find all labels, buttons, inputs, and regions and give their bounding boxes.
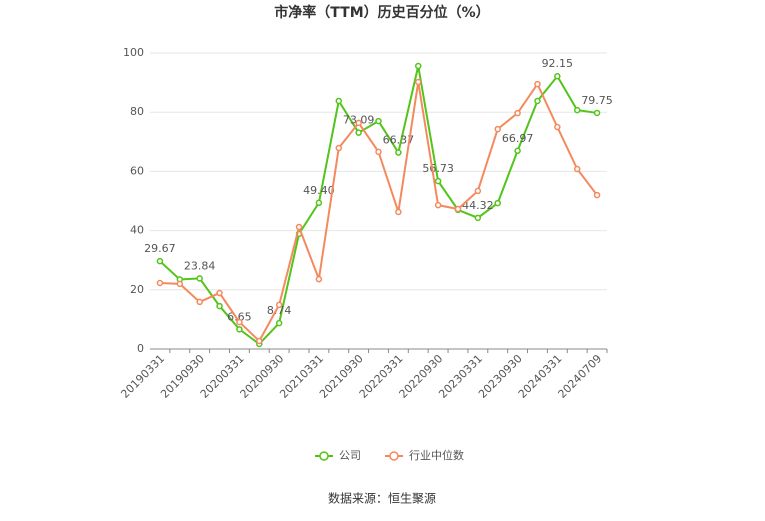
point [514, 147, 521, 155]
y-tick-label: 60 [130, 164, 144, 177]
y-tick-label: 80 [130, 105, 144, 118]
data-label: 29.67 [144, 242, 176, 255]
y-tick-label: 100 [123, 46, 144, 59]
legend-item: 行业中位数 [385, 448, 464, 462]
point [295, 223, 303, 231]
point [216, 289, 223, 297]
point [156, 257, 164, 265]
point [315, 275, 323, 283]
point [534, 97, 541, 105]
point [236, 318, 243, 326]
legend-label: 行业中位数 [409, 448, 464, 462]
x-tick-label: 20240709 [556, 352, 605, 401]
point [474, 214, 482, 222]
point [534, 80, 541, 88]
point [315, 199, 323, 207]
point [573, 165, 581, 173]
point [275, 301, 283, 309]
legend-label: 公司 [339, 449, 361, 462]
point [256, 337, 263, 345]
point [196, 275, 203, 282]
y-tick-label: 0 [137, 342, 144, 355]
legend-marker [389, 451, 399, 461]
data-label: 8.74 [267, 304, 292, 317]
point [593, 109, 601, 117]
point [176, 280, 184, 288]
point [375, 148, 382, 156]
y-tick-label: 40 [130, 224, 144, 237]
legend-marker [319, 451, 329, 461]
data-label: 49.40 [303, 184, 335, 197]
point [494, 199, 501, 207]
data-label: 66.97 [502, 132, 534, 145]
source-note: 数据来源：恒生聚源 [328, 491, 436, 506]
point [335, 97, 343, 105]
chart-title: 市净率（TTM）历史百分位（%） [274, 4, 489, 21]
point [434, 177, 442, 185]
data-label: 23.84 [184, 259, 216, 272]
point [554, 123, 561, 131]
point [196, 298, 203, 306]
data-label: 44.32 [462, 199, 494, 212]
point [514, 109, 521, 117]
point [236, 326, 243, 333]
data-label: 66.37 [383, 134, 415, 147]
point [573, 106, 581, 114]
point [395, 208, 402, 216]
point [434, 201, 442, 209]
point [355, 119, 362, 127]
point [275, 319, 283, 327]
point [375, 117, 382, 125]
point [414, 62, 422, 70]
point [593, 191, 601, 199]
data-label: 56.73 [422, 162, 454, 175]
point [216, 302, 223, 310]
point [395, 149, 402, 156]
point [414, 78, 422, 86]
point [494, 125, 501, 133]
point [474, 187, 482, 195]
point [554, 72, 561, 80]
point [454, 205, 462, 213]
point [156, 279, 164, 287]
legend-item: 公司 [315, 449, 361, 462]
data-label: 92.15 [542, 57, 574, 70]
y-tick-label: 20 [130, 283, 144, 296]
data-label: 79.75 [581, 94, 613, 107]
point [355, 129, 362, 136]
point [335, 144, 343, 152]
